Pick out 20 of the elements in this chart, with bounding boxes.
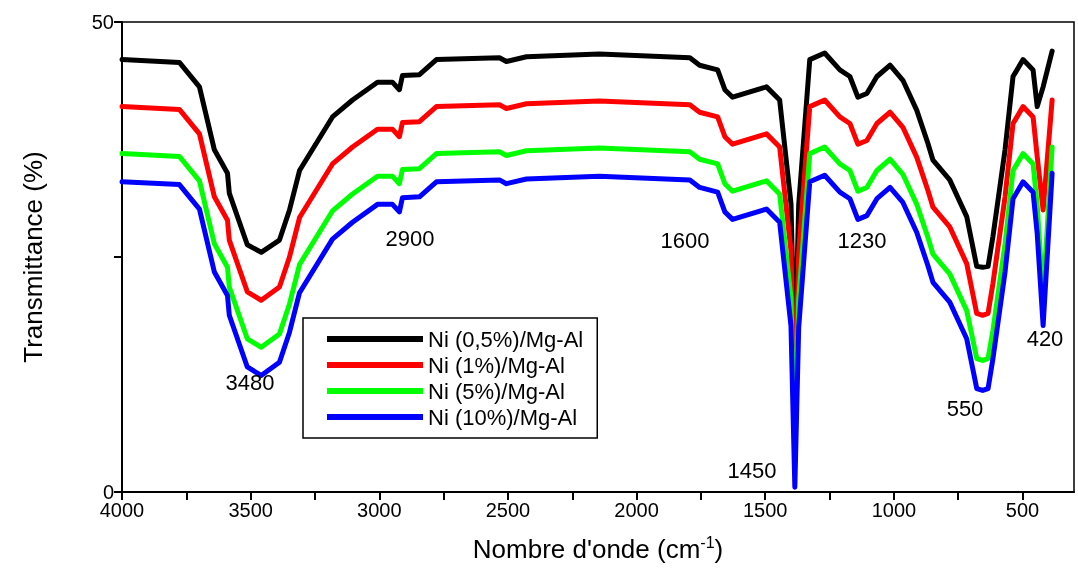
x-tick-label: 500	[1005, 499, 1040, 521]
annotation: 550	[946, 395, 984, 421]
annotation: 1450	[727, 457, 777, 483]
legend-label: Ni (5%)/Mg-Al	[428, 378, 565, 404]
annotation: 420	[1026, 325, 1064, 351]
x-tick-label: 3000	[357, 499, 402, 521]
x-tick-label: 2000	[614, 499, 659, 521]
x-tick-label: 1500	[742, 499, 788, 521]
x-tick-label: 3500	[228, 499, 273, 521]
x-tick-label: 1000	[871, 499, 917, 521]
y-axis-title: Transmittance (%)	[18, 151, 48, 363]
annotation: 1600	[660, 227, 710, 253]
legend-label: Ni (0,5%)/Mg-Al	[428, 326, 584, 352]
annotation: 1230	[837, 227, 887, 253]
y-tick-label: 50	[91, 11, 114, 33]
x-tick-label: 2500	[485, 499, 531, 521]
annotation: 2900	[385, 225, 435, 251]
legend-label: Ni (1%)/Mg-Al	[428, 352, 565, 378]
legend-label: Ni (10%)/Mg-Al	[428, 404, 578, 430]
annotation: 3480	[225, 369, 275, 395]
